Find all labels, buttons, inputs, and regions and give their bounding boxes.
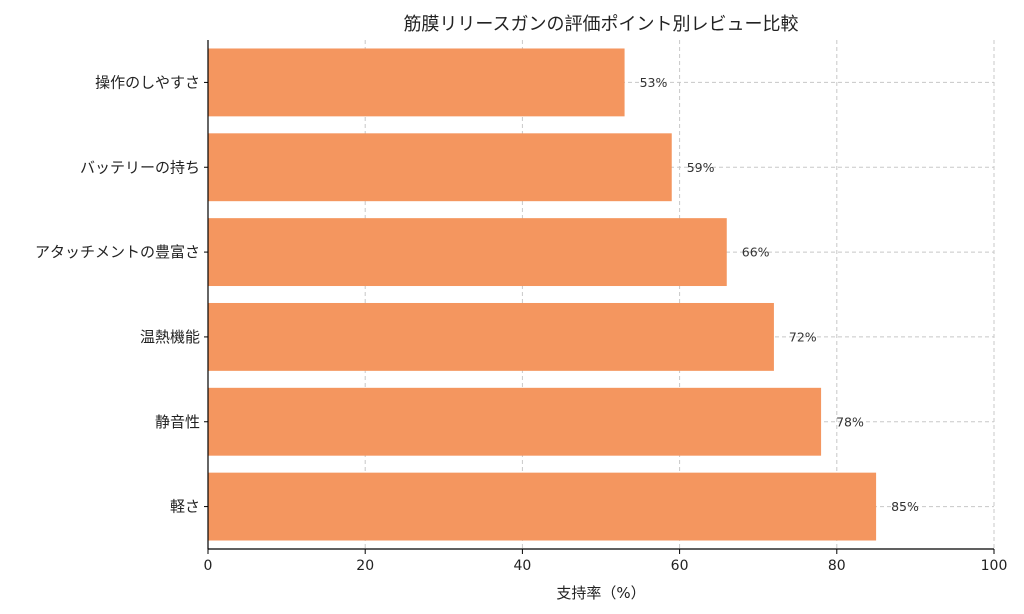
value-label: 85% [891, 499, 919, 514]
bar [208, 48, 625, 117]
bar [208, 387, 822, 456]
bar [208, 302, 774, 371]
bars-layer [208, 48, 877, 541]
bar [208, 218, 727, 287]
category-label: アタッチメントの豊富さ [35, 243, 200, 261]
value-label: 66% [742, 245, 770, 260]
value-label: 78% [836, 414, 864, 429]
category-label: 操作のしやすさ [95, 73, 200, 91]
category-label: 温熱機能 [140, 328, 200, 346]
category-label: 軽さ [170, 498, 200, 516]
x-axis-title: 支持率（%） [556, 584, 645, 602]
axes-layer [204, 40, 995, 554]
bar [208, 133, 672, 202]
x-tick-label: 60 [671, 558, 689, 574]
labels-layer: 操作のしやすさ 53% バッテリーの持ち 59% アタッチメントの豊富さ 66% 温熱機能 7… [35, 73, 1007, 574]
category-label: バッテリーの持ち [80, 158, 200, 176]
bar [208, 472, 877, 541]
x-tick-label: 80 [828, 558, 846, 574]
value-label: 72% [789, 329, 817, 344]
x-tick-label: 20 [356, 558, 374, 574]
chart-title: 筋膜リリースガンの評価ポイント別レビュー比較 [403, 14, 798, 35]
x-tick-label: 100 [981, 558, 1008, 574]
category-label: 静音性 [155, 413, 200, 431]
value-label: 53% [640, 75, 668, 90]
x-tick-label: 40 [513, 558, 531, 574]
value-label: 59% [687, 160, 715, 175]
x-tick-label: 0 [204, 558, 213, 574]
